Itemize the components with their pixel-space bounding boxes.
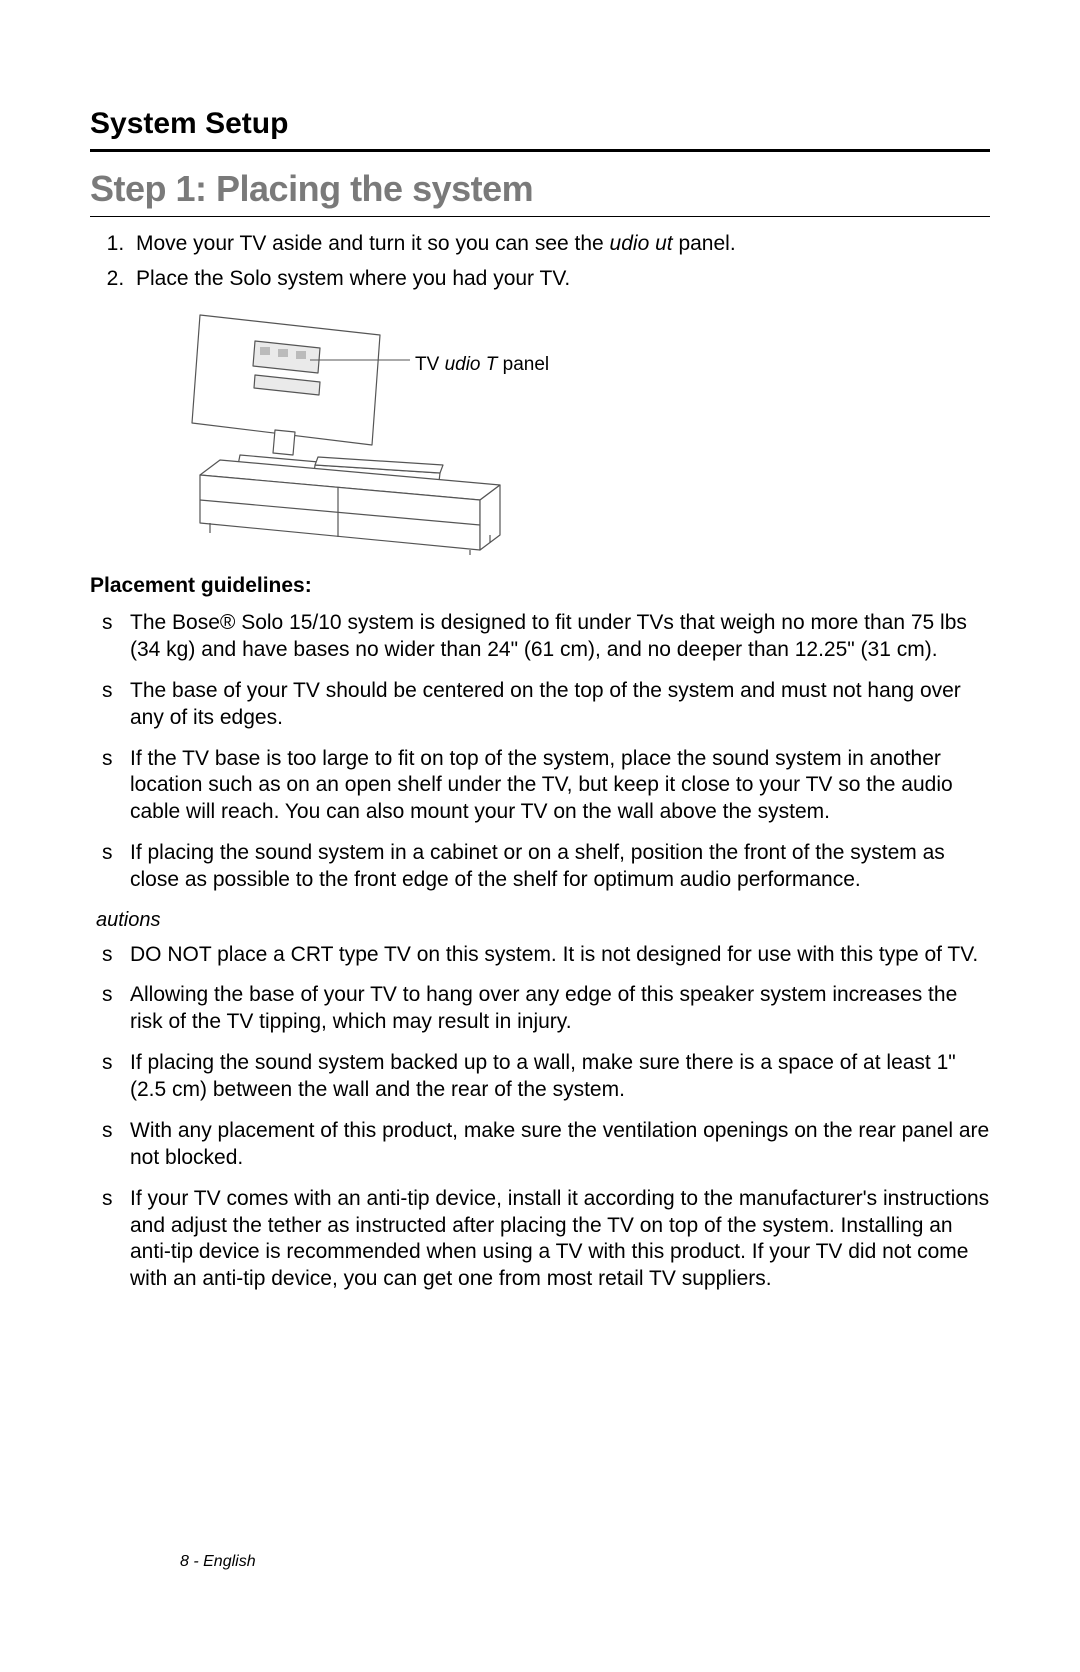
placement-diagram: TV udio T panel — [160, 305, 990, 555]
step-text-italic: udio ut — [610, 232, 673, 255]
step-text: Place the Solo system where you had your… — [136, 267, 570, 290]
caution-item: Allowing the base of your TV to hang ove… — [96, 982, 990, 1036]
step-text: panel. — [673, 232, 736, 255]
cautions-heading: autions — [96, 908, 990, 934]
manual-page: System Setup Step 1: Placing the system … — [90, 105, 990, 1612]
guideline-item: The Bose® Solo 15/10 system is designed … — [96, 610, 990, 664]
caution-item: With any placement of this product, make… — [96, 1118, 990, 1172]
page-footer: 8 - English — [180, 1552, 256, 1572]
diagram-callout-label: TV udio T panel — [415, 353, 549, 377]
guideline-item: If the TV base is too large to fit on to… — [96, 746, 990, 827]
step-title: Step 1: Placing the system — [90, 166, 990, 217]
guideline-item: If placing the sound system in a cabinet… — [96, 840, 990, 894]
caution-item: If placing the sound system backed up to… — [96, 1050, 990, 1104]
guidelines-list: The Bose® Solo 15/10 system is designed … — [90, 610, 990, 894]
placement-guidelines-heading: Placement guidelines: — [90, 573, 990, 600]
diagram-svg — [160, 305, 580, 555]
step-text: Move your TV aside and turn it so you ca… — [136, 232, 610, 255]
step-item: Move your TV aside and turn it so you ca… — [130, 231, 990, 258]
cautions-list: DO NOT place a CRT type TV on this syste… — [90, 942, 990, 1294]
step-list: Move your TV aside and turn it so you ca… — [90, 231, 990, 293]
caution-item: If your TV comes with an anti-tip device… — [96, 1186, 990, 1294]
caution-item: DO NOT place a CRT type TV on this syste… — [96, 942, 990, 969]
step-item: Place the Solo system where you had your… — [130, 266, 990, 293]
section-title: System Setup — [90, 105, 990, 152]
guideline-item: The base of your TV should be centered o… — [96, 678, 990, 732]
